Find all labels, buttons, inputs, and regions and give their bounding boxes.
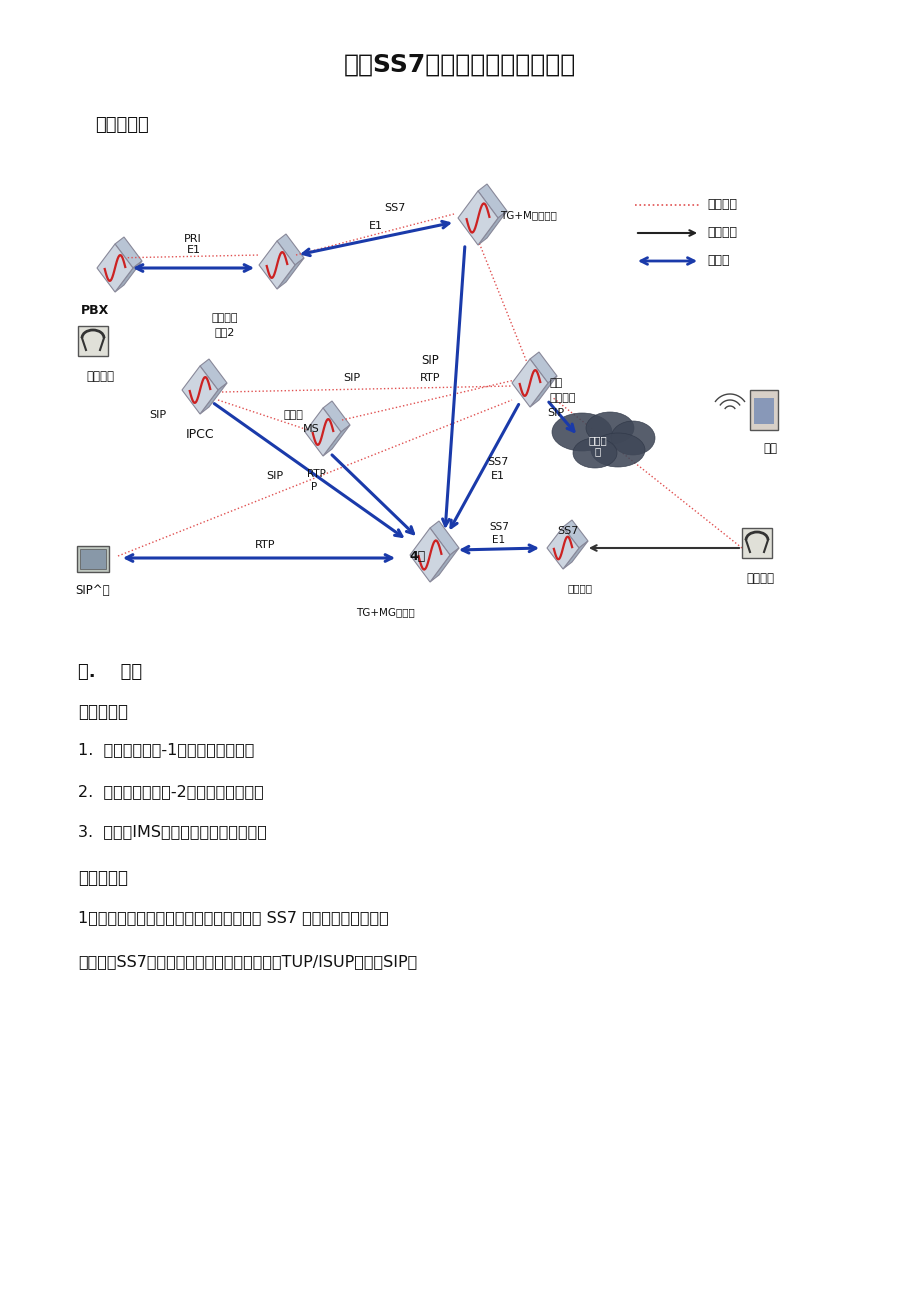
Polygon shape [115, 237, 142, 268]
Text: SS7: SS7 [487, 457, 508, 467]
Text: 1.  运营商交换网-1（比如中国移动）: 1. 运营商交换网-1（比如中国移动） [78, 742, 254, 758]
Text: 媒体流: 媒体流 [706, 254, 729, 267]
Polygon shape [562, 519, 587, 548]
Polygon shape [305, 408, 341, 456]
Text: 固定电话: 固定电话 [745, 572, 773, 585]
Text: PBX: PBX [81, 303, 109, 316]
Text: 移动网: 移动网 [588, 435, 607, 445]
Polygon shape [478, 211, 506, 245]
Polygon shape [478, 184, 506, 217]
Polygon shape [96, 243, 133, 292]
Text: E1: E1 [492, 535, 505, 546]
Text: 接入网络：: 接入网络： [78, 703, 128, 721]
Polygon shape [529, 352, 556, 383]
Text: 固定电话: 固定电话 [85, 370, 114, 383]
Text: SIP: SIP [343, 372, 360, 383]
Text: RTP: RTP [419, 372, 440, 383]
Text: 换网2: 换网2 [214, 327, 235, 337]
Polygon shape [754, 398, 773, 424]
Text: 第三方: 第三方 [283, 410, 302, 421]
Polygon shape [115, 260, 142, 292]
Text: IPCC: IPCC [186, 428, 214, 441]
Ellipse shape [590, 434, 644, 467]
Text: 手机: 手机 [762, 441, 777, 454]
Polygon shape [78, 326, 108, 355]
Text: E1: E1 [369, 221, 382, 230]
Text: 媒体控制: 媒体控制 [706, 227, 736, 240]
Text: 核心: 核心 [550, 378, 562, 388]
Text: E1: E1 [187, 245, 200, 255]
Polygon shape [529, 376, 556, 408]
Polygon shape [259, 241, 295, 289]
Text: RTP: RTP [255, 540, 275, 549]
Ellipse shape [551, 413, 611, 450]
Ellipse shape [573, 437, 617, 467]
Text: SIP: SIP [547, 408, 563, 418]
Text: 运营商交: 运营商交 [211, 312, 238, 323]
Text: 3.  第三方IMS（比如第三方合作伙伴）: 3. 第三方IMS（比如第三方合作伙伴） [78, 824, 267, 840]
Polygon shape [323, 424, 349, 456]
Text: 通过SS7接入运营商软交换系统: 通过SS7接入运营商软交换系统 [344, 53, 575, 77]
Text: E1: E1 [491, 471, 505, 480]
Text: 运营商交: 运营商交 [567, 583, 593, 592]
Text: 1、信令网关：通过信令网关接入到运营商 SS7 信令网。通过支持七: 1、信令网关：通过信令网关接入到运营商 SS7 信令网。通过支持七 [78, 910, 389, 926]
Text: RTP: RTP [306, 469, 325, 479]
Polygon shape [749, 391, 777, 430]
Ellipse shape [610, 421, 654, 454]
Text: P: P [311, 482, 317, 492]
Polygon shape [458, 191, 497, 245]
Text: 呼叫控制: 呼叫控制 [706, 198, 736, 211]
Text: 络: 络 [595, 447, 600, 456]
Text: TG+MG体网关: TG+MG体网关 [356, 607, 414, 617]
Text: 接入设备：: 接入设备： [78, 868, 128, 887]
Polygon shape [547, 527, 578, 569]
Polygon shape [562, 542, 587, 569]
Polygon shape [199, 383, 227, 414]
Text: SS7: SS7 [489, 522, 508, 533]
Text: SIP: SIP [421, 354, 438, 366]
Text: SS7: SS7 [384, 203, 405, 214]
Polygon shape [323, 401, 349, 432]
Text: TG+M媒体网关: TG+M媒体网关 [499, 210, 556, 220]
Polygon shape [277, 234, 303, 266]
Text: 2.  运营商商交换网-2（比如中国电信）: 2. 运营商商交换网-2（比如中国电信） [78, 785, 264, 799]
Polygon shape [429, 548, 459, 582]
Polygon shape [77, 546, 108, 572]
Text: SIP: SIP [149, 410, 166, 421]
Polygon shape [429, 521, 459, 555]
Text: MS: MS [302, 424, 319, 434]
Polygon shape [182, 366, 218, 414]
Text: SIP: SIP [267, 471, 283, 480]
Polygon shape [742, 529, 771, 559]
Text: SS7: SS7 [557, 526, 578, 536]
Text: PRI: PRI [184, 234, 201, 243]
Polygon shape [80, 549, 106, 569]
Text: 网络拓扑图: 网络拓扑图 [95, 116, 149, 134]
Text: 软交警十: 软交警十 [550, 393, 576, 404]
Polygon shape [277, 258, 303, 289]
Polygon shape [410, 529, 449, 582]
Text: 4州: 4州 [410, 549, 425, 562]
Text: 二.    说明: 二. 说明 [78, 663, 142, 681]
Text: 号信令（SS7）网关设备运营商的网络直接把TUP/ISUP转换为SIP信: 号信令（SS7）网关设备运营商的网络直接把TUP/ISUP转换为SIP信 [78, 954, 417, 970]
Ellipse shape [585, 411, 633, 444]
Text: SIP^端: SIP^端 [75, 585, 110, 598]
Polygon shape [199, 359, 227, 391]
Polygon shape [512, 359, 548, 408]
